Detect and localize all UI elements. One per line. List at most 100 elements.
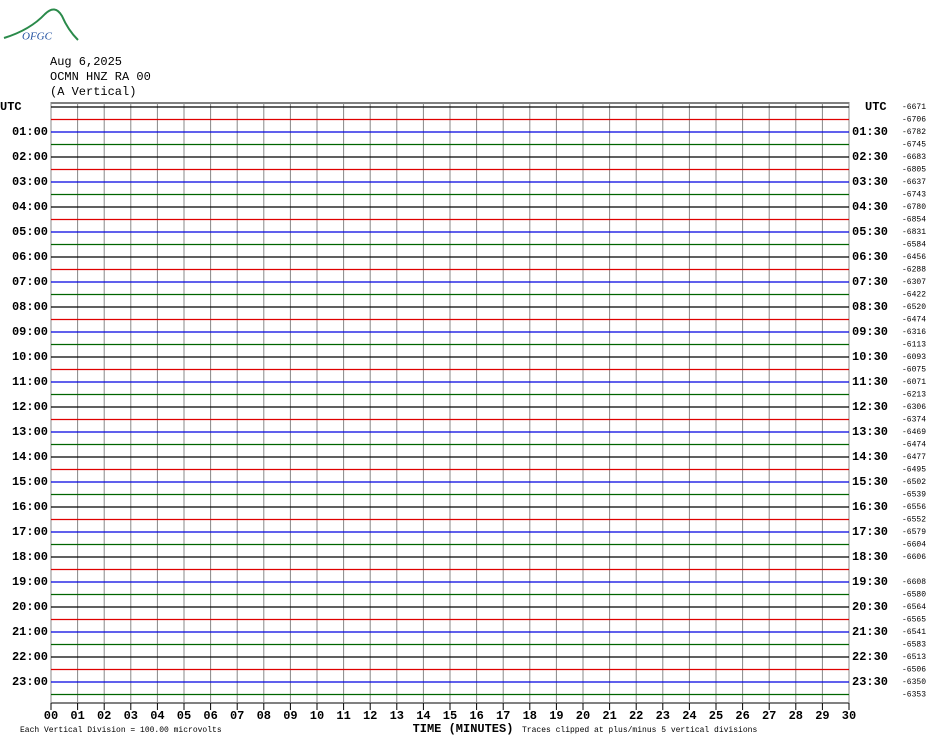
trace-offset: -6520 [902,303,926,312]
row-label-right: 23:30 [852,675,888,689]
trace-offset: -6780 [902,203,926,212]
x-axis-title: TIME (MINUTES) [413,722,514,736]
row-label-right: 18:30 [852,550,888,564]
title-line: Aug 6,2025 [50,55,122,69]
x-tick-label: 23 [656,709,670,723]
row-label: 23:00 [12,675,48,689]
row-label-right: 08:30 [852,300,888,314]
row-label-right: UTC [865,100,887,114]
row-label-right: 20:30 [852,600,888,614]
x-tick-label: 12 [363,709,377,723]
trace-offset: -6745 [902,141,926,150]
x-tick-label: 08 [257,709,271,723]
row-label-right: 10:30 [852,350,888,364]
row-label-right: 16:30 [852,500,888,514]
trace-offset: -6422 [902,291,926,300]
row-label: 06:00 [12,250,48,264]
trace-offset: -6469 [902,428,926,437]
trace-offset: -6539 [902,491,926,500]
trace-offset: -6805 [902,166,926,175]
row-label-right: 12:30 [852,400,888,414]
trace-offset: -6477 [902,453,926,462]
trace-offset: -6502 [902,478,926,487]
trace-offset: -6316 [902,328,926,337]
row-label: 17:00 [12,525,48,539]
row-label-right: 19:30 [852,575,888,589]
trace-offset: -6350 [902,678,926,687]
trace-offset: -6113 [902,341,926,350]
row-label-right: 22:30 [852,650,888,664]
row-label: 09:00 [12,325,48,339]
trace-offset: -6606 [902,553,926,562]
x-tick-label: 15 [443,709,457,723]
note: Each Vertical Division = 100.00 microvol… [20,726,222,735]
x-tick-label: 16 [469,709,483,723]
trace-offset: -6541 [902,628,926,637]
x-tick-label: 09 [283,709,297,723]
row-label: 05:00 [12,225,48,239]
trace-offset: -6583 [902,641,926,650]
trace-offset: -6288 [902,266,926,275]
trace-offset: -6093 [902,353,926,362]
x-tick-label: 29 [815,709,829,723]
x-tick-label: 07 [230,709,244,723]
row-label-right: 02:30 [852,150,888,164]
row-label-right: 15:30 [852,475,888,489]
trace-offset: -6683 [902,153,926,162]
logo-mark [3,8,79,41]
trace-offset: -6782 [902,128,926,137]
x-tick-label: 25 [709,709,723,723]
row-label-right: 05:30 [852,225,888,239]
row-label: 21:00 [12,625,48,639]
x-tick-label: 22 [629,709,643,723]
trace-offset: -6584 [902,241,926,250]
x-tick-label: 04 [150,709,164,723]
row-label-right: 13:30 [852,425,888,439]
row-label-right: 04:30 [852,200,888,214]
trace-offset: -6071 [902,378,926,387]
trace-offset: -6474 [902,441,926,450]
trace-offset: -6374 [902,416,926,425]
trace-offset: -6854 [902,216,926,225]
x-tick-label: 24 [682,709,696,723]
row-label: 01:00 [12,125,48,139]
row-label: UTC [0,100,22,114]
trace-offset: -6552 [902,516,926,525]
x-tick-label: 21 [602,709,616,723]
trace-offset: -6671 [902,103,926,112]
logo: OFGC [22,31,53,43]
row-label: 03:00 [12,175,48,189]
trace-offset: -6604 [902,541,926,550]
x-tick-label: 18 [523,709,537,723]
x-tick-label: 20 [576,709,590,723]
row-label: 08:00 [12,300,48,314]
trace-offset: -6306 [902,403,926,412]
row-label-right: 09:30 [852,325,888,339]
trace-offset: -6706 [902,116,926,125]
trace-offset: -6556 [902,503,926,512]
row-label: 19:00 [12,575,48,589]
trace-offset: -6579 [902,528,926,537]
x-tick-label: 30 [842,709,856,723]
title-line: OCMN HNZ RA 00 [50,70,151,84]
x-tick-label: 19 [549,709,563,723]
trace-offset: -6506 [902,666,926,675]
trace-offset: -6565 [902,616,926,625]
row-label-right: 07:30 [852,275,888,289]
trace-offset: -6213 [902,391,926,400]
row-label-right: 03:30 [852,175,888,189]
note: Traces clipped at plus/minus 5 vertical … [522,726,757,735]
trace-offset: -6456 [902,253,926,262]
x-tick-label: 28 [789,709,803,723]
row-label: 07:00 [12,275,48,289]
x-tick-label: 06 [203,709,217,723]
row-label: 04:00 [12,200,48,214]
x-tick-label: 27 [762,709,776,723]
x-tick-label: 26 [735,709,749,723]
x-tick-label: 00 [44,709,58,723]
title-line: (A Vertical) [50,85,136,99]
row-label-right: 06:30 [852,250,888,264]
row-label: 10:00 [12,350,48,364]
trace-offset: -6353 [902,691,926,700]
